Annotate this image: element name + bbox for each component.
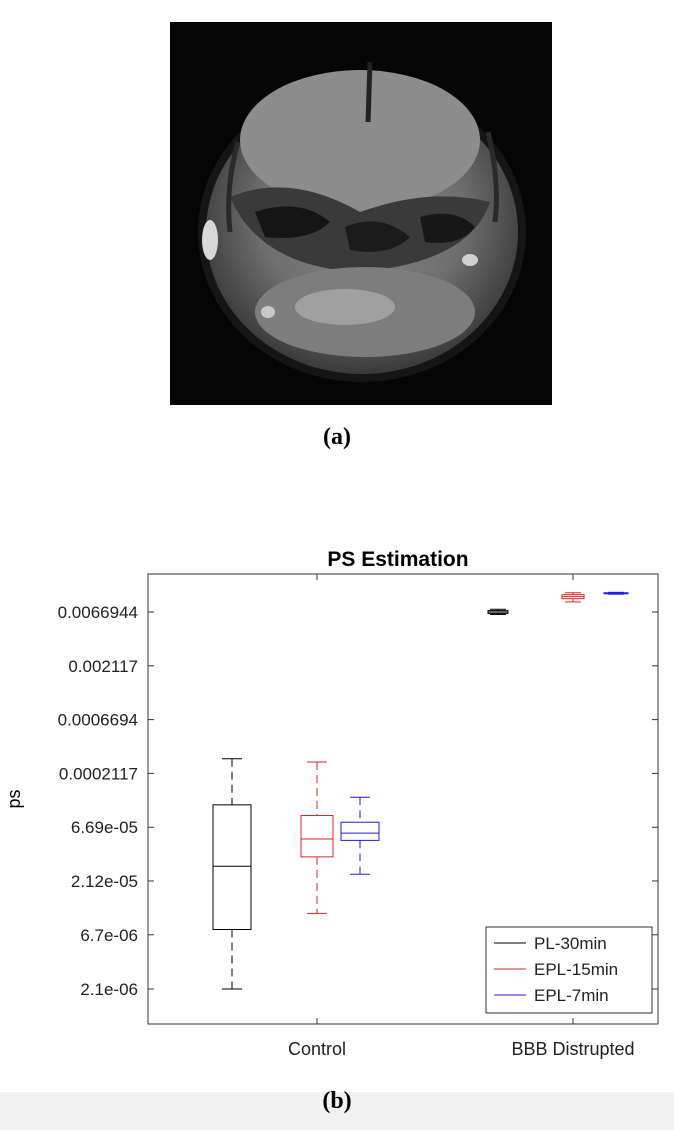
legend-label: EPL-7min	[534, 986, 609, 1005]
box-EPL-15min-Control	[300, 761, 334, 914]
box-EPL-7min-BBB Distrupted	[603, 591, 629, 595]
caption-a: (a)	[323, 424, 351, 450]
box-PL-30min-BBB Distrupted	[487, 608, 509, 615]
x-tick-label: BBB Distrupted	[511, 1039, 634, 1059]
box-EPL-7min-Control	[340, 796, 380, 875]
box-body	[340, 821, 380, 841]
y-tick-label: 0.0006694	[58, 711, 138, 730]
y-tick-label: 0.0002117	[59, 764, 138, 783]
y-axis-label: ps	[4, 789, 24, 808]
box-EPL-15min-BBB Distrupted	[561, 592, 585, 603]
plot-frame	[147, 573, 659, 1025]
y-tick-label: 6.69e-05	[71, 818, 138, 837]
legend: PL-30min EPL-15min EPL-7min	[485, 926, 653, 1014]
y-tick-label: 6.7e-06	[80, 926, 138, 945]
mri-scan-image	[170, 22, 552, 405]
legend-label: EPL-15min	[534, 960, 618, 979]
footer-band	[0, 1092, 674, 1130]
x-tick-label: Control	[288, 1039, 346, 1059]
y-tick-label: 0.0066944	[58, 603, 138, 622]
box-body	[300, 815, 334, 858]
caption-b: (b)	[322, 1088, 352, 1114]
box-body	[212, 804, 252, 931]
box-plot: PS Estimation 2.1e-06 6.7e-06 2.12e-05 6.69…	[4, 548, 659, 1059]
box-PL-30min-Control	[212, 758, 252, 990]
chart-title: PS Estimation	[327, 548, 468, 571]
y-tick-label: 0.002117	[68, 657, 138, 676]
y-tick-label: 2.12e-05	[71, 872, 138, 891]
legend-frame	[485, 926, 653, 1014]
legend-label: PL-30min	[534, 934, 607, 953]
y-tick-label: 2.1e-06	[80, 980, 138, 999]
